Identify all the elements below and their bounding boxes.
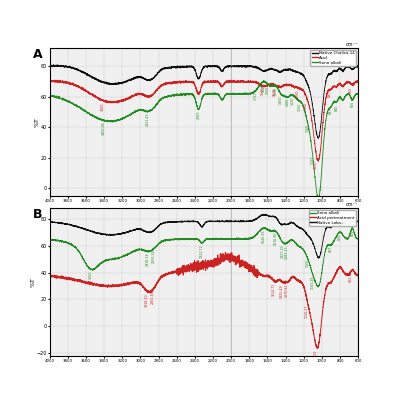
Text: 1600: 1600 bbox=[265, 86, 269, 94]
Text: 665: 665 bbox=[349, 86, 353, 93]
Text: 1383.23: 1383.23 bbox=[285, 245, 289, 259]
Text: 897: 897 bbox=[328, 90, 332, 97]
Text: cm⁻¹: cm⁻¹ bbox=[346, 42, 358, 47]
Legend: Sono alkali, Acid pretreatment, Native Loka...: Sono alkali, Acid pretreatment, Native L… bbox=[308, 210, 356, 226]
Text: 897: 897 bbox=[329, 108, 333, 114]
Text: 1103.28: 1103.28 bbox=[310, 276, 314, 289]
Text: 1050: 1050 bbox=[314, 350, 318, 358]
Text: 1050: 1050 bbox=[314, 160, 318, 169]
Text: 662.15: 662.15 bbox=[349, 270, 353, 282]
Text: 2850.34: 2850.34 bbox=[152, 250, 156, 264]
Text: 1510: 1510 bbox=[274, 87, 278, 95]
Text: 800: 800 bbox=[338, 234, 342, 240]
Text: 2921.43: 2921.43 bbox=[146, 113, 150, 126]
Text: 3400.86: 3400.86 bbox=[102, 121, 106, 135]
Text: 1640: 1640 bbox=[262, 84, 266, 92]
Text: 3550: 3550 bbox=[89, 270, 93, 279]
Text: B: B bbox=[33, 208, 42, 221]
Text: 2850.48: 2850.48 bbox=[151, 290, 155, 304]
Text: cm⁻¹: cm⁻¹ bbox=[346, 202, 358, 207]
Text: 2918.34: 2918.34 bbox=[146, 252, 150, 266]
Text: 3400: 3400 bbox=[101, 102, 105, 111]
Text: 1160: 1160 bbox=[305, 259, 309, 267]
Text: 665: 665 bbox=[350, 230, 354, 236]
Text: 1050: 1050 bbox=[315, 198, 319, 206]
Text: 1370.82: 1370.82 bbox=[285, 284, 289, 297]
Text: 840: 840 bbox=[334, 104, 338, 110]
Text: 1250: 1250 bbox=[297, 102, 301, 111]
Text: 1427.20: 1427.20 bbox=[281, 244, 285, 258]
Text: 2322.72: 2322.72 bbox=[200, 244, 204, 258]
Text: 1510: 1510 bbox=[272, 88, 276, 96]
Y-axis label: %T: %T bbox=[34, 117, 39, 127]
Text: 897: 897 bbox=[329, 246, 333, 252]
Text: 2360: 2360 bbox=[197, 110, 201, 119]
Text: 1731: 1731 bbox=[254, 92, 258, 100]
Text: 2918.30: 2918.30 bbox=[144, 293, 148, 307]
Legend: Native Chalica 14, Acid, Sono alkali: Native Chalica 14, Acid, Sono alkali bbox=[310, 50, 356, 66]
Text: 1510.96: 1510.96 bbox=[273, 232, 277, 245]
Text: 1250: 1250 bbox=[296, 90, 300, 98]
Text: 1450: 1450 bbox=[279, 96, 283, 104]
Y-axis label: %T: %T bbox=[30, 277, 35, 287]
Text: 1156.27: 1156.27 bbox=[304, 304, 308, 318]
Text: 1320: 1320 bbox=[291, 97, 295, 105]
Text: 665: 665 bbox=[350, 101, 354, 107]
Text: 1160: 1160 bbox=[304, 102, 308, 110]
Text: 1514.71: 1514.71 bbox=[272, 283, 276, 296]
Text: 1103: 1103 bbox=[310, 156, 314, 164]
Text: A: A bbox=[33, 48, 43, 61]
Text: 1640.96: 1640.96 bbox=[262, 229, 266, 243]
Text: 1425.49: 1425.49 bbox=[280, 284, 284, 298]
Text: 1640: 1640 bbox=[260, 87, 265, 95]
Text: 1380: 1380 bbox=[285, 98, 289, 106]
Text: 1160: 1160 bbox=[305, 124, 309, 132]
